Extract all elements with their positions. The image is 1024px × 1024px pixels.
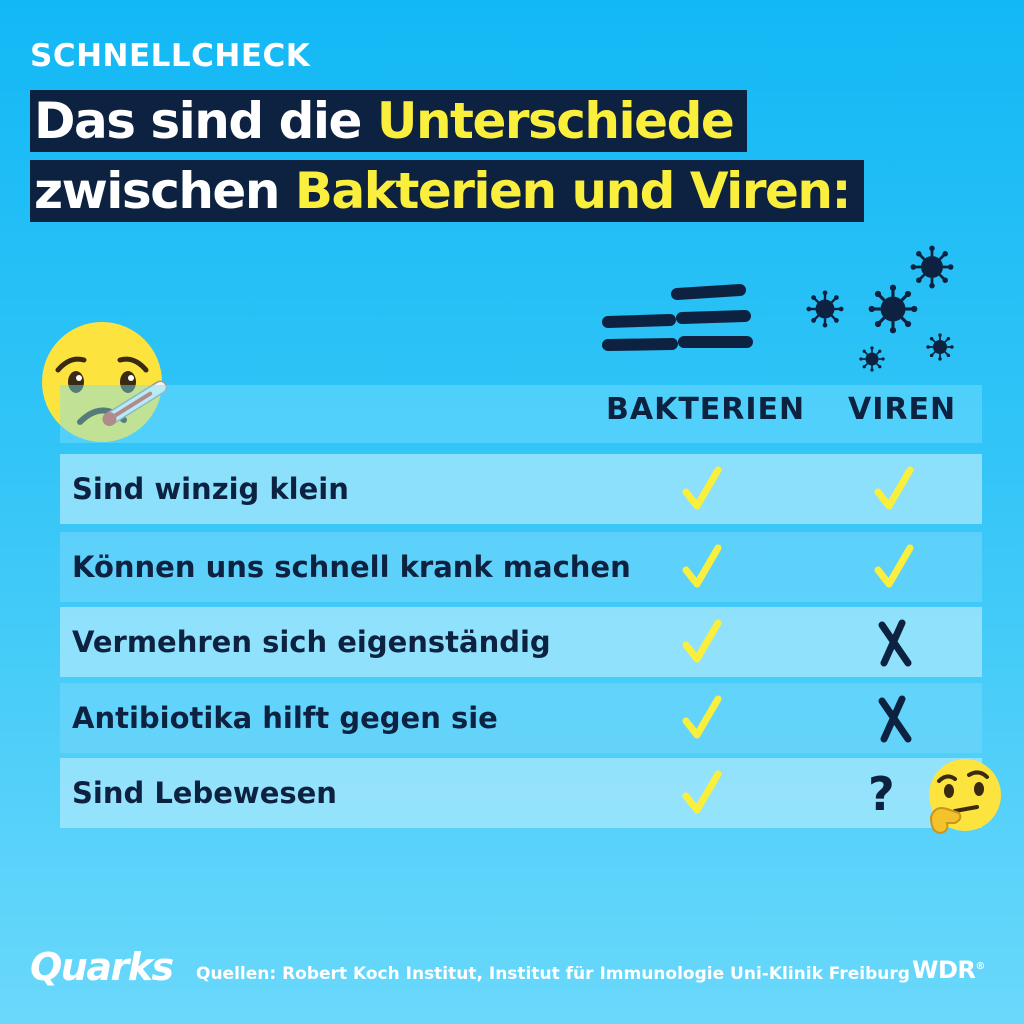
check-icon bbox=[874, 466, 914, 510]
check-icon bbox=[874, 544, 914, 588]
question-mark: ? bbox=[868, 767, 895, 821]
row-label: Können uns schnell krank machen bbox=[72, 550, 631, 584]
table-row: Antibiotika hilft gegen sie bbox=[60, 683, 982, 753]
check-icon bbox=[682, 770, 722, 814]
check-icon bbox=[682, 466, 722, 510]
headline-part: Das sind die bbox=[34, 92, 377, 150]
virus-icon bbox=[805, 245, 955, 373]
table-row: Können uns schnell krank machen bbox=[60, 532, 982, 602]
column-header-bakterien: BAKTERIEN bbox=[606, 392, 806, 427]
check-icon bbox=[682, 619, 722, 663]
wdr-logo-text: WDR bbox=[912, 956, 976, 984]
wdr-logo: WDR® bbox=[912, 956, 985, 984]
cross-icon bbox=[878, 619, 912, 667]
row-label: Sind Lebewesen bbox=[72, 776, 337, 810]
bacteria-icon bbox=[602, 284, 753, 351]
headline-part: zwischen bbox=[34, 162, 295, 220]
thinking-face-icon bbox=[929, 759, 1001, 835]
check-icon bbox=[682, 695, 722, 739]
headline-line-1: Das sind die Unterschiede bbox=[30, 90, 748, 152]
table-header bbox=[60, 385, 982, 443]
headline-line-2: zwischen Bakterien und Viren: bbox=[30, 160, 864, 222]
table-row: Sind winzig klein bbox=[60, 454, 982, 524]
table-row: Sind Lebewesen ? bbox=[60, 758, 982, 828]
row-label: Antibiotika hilft gegen sie bbox=[72, 701, 498, 735]
table-row: Vermehren sich eigenständig bbox=[60, 607, 982, 677]
check-icon bbox=[682, 544, 722, 588]
row-label: Vermehren sich eigenständig bbox=[72, 625, 551, 659]
quarks-logo: Quarks bbox=[30, 945, 174, 989]
headline-highlight: Bakterien und Viren: bbox=[294, 162, 852, 220]
sources-text: Quellen: Robert Koch Institut, Institut … bbox=[196, 964, 910, 984]
column-header-viren: VIREN bbox=[848, 392, 957, 427]
cross-icon bbox=[878, 695, 912, 743]
row-label: Sind winzig klein bbox=[72, 472, 349, 506]
headline-highlight: Unterschiede bbox=[376, 92, 735, 150]
sick-face-thermometer-icon bbox=[42, 322, 168, 442]
kicker: SCHNELLCHECK bbox=[30, 38, 311, 74]
